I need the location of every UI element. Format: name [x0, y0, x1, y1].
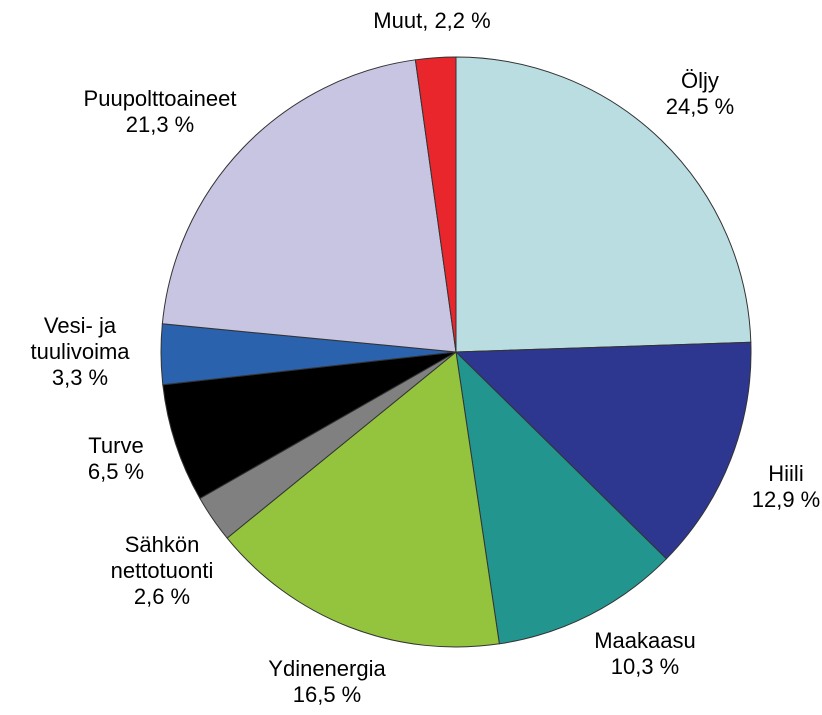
- category-line: Sähkön: [125, 532, 200, 557]
- category-label: Turve: [88, 433, 143, 458]
- category-label: Puupolttoaineet: [84, 86, 237, 111]
- slice-label: Muut, 2,2 %: [373, 8, 490, 33]
- category-label: Maakaasu: [594, 628, 696, 653]
- pie-slice: [161, 59, 457, 353]
- value-label: 2,2 %: [434, 8, 490, 33]
- pie-slice: [455, 350, 668, 645]
- value-label: 2,6 %: [134, 584, 190, 609]
- pie-slice: [226, 351, 500, 648]
- category-label: Ydinenergia: [268, 656, 386, 681]
- category-label: Vesi- ja tuulivoima: [30, 313, 130, 364]
- value-label: 6,5 %: [88, 459, 144, 484]
- category-line: Vesi- ja: [44, 313, 117, 338]
- category-label: Öljy: [681, 68, 719, 93]
- value-label: 16,5 %: [293, 682, 362, 707]
- value-label: 24,5 %: [666, 94, 735, 119]
- value-label: 3,3 %: [52, 365, 108, 390]
- value-label: 21,3 %: [126, 112, 195, 137]
- value-label: 12,9 %: [752, 487, 821, 512]
- category-label: Muut,: [373, 8, 434, 33]
- category-line: tuulivoima: [30, 339, 130, 364]
- pie-slice: [454, 341, 752, 560]
- value-label: 10,3 %: [611, 654, 680, 679]
- pie-slice: [414, 56, 457, 353]
- category-label: Hiili: [768, 461, 803, 486]
- pie-slice: [455, 56, 752, 353]
- pie-slice: [162, 351, 457, 500]
- category-label: Sähkön nettotuonti: [111, 532, 214, 583]
- category-line: nettotuonti: [111, 558, 214, 583]
